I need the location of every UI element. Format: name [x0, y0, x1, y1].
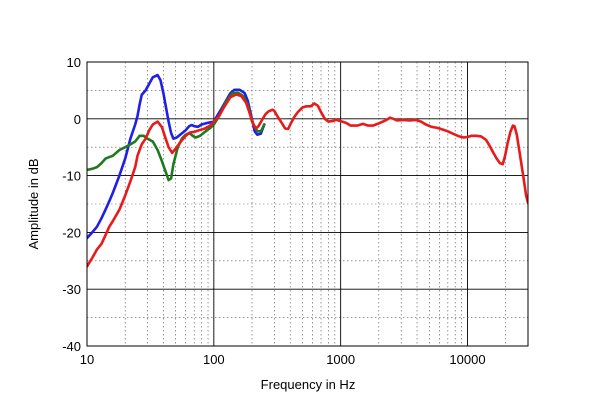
series-group: [87, 73, 528, 268]
grid: [86, 61, 529, 347]
y-tick-label: -40: [62, 339, 81, 354]
x-tick-label: 10: [80, 352, 94, 367]
x-tick-label: 100: [203, 352, 225, 367]
x-axis-label: Frequency in Hz: [261, 377, 356, 392]
x-tick-label: 1000: [326, 352, 355, 367]
x-tick-label: 10000: [449, 352, 485, 367]
series-line-1: [87, 73, 266, 240]
y-tick-label: 0: [74, 112, 81, 127]
plot-frame: [86, 61, 529, 347]
y-axis-label: Amplitude in dB: [26, 158, 41, 249]
y-tick-label: -30: [62, 282, 81, 297]
series-line-2: [87, 91, 266, 182]
y-tick-labels: 10 0 -10 -20 -30 -40: [62, 55, 81, 354]
x-tick-labels: 10 100 1000 10000: [80, 352, 486, 367]
y-tick-label: -20: [62, 225, 81, 240]
y-tick-label: -10: [62, 169, 81, 184]
series-line-3: [87, 93, 528, 268]
y-tick-label: 10: [67, 55, 81, 70]
